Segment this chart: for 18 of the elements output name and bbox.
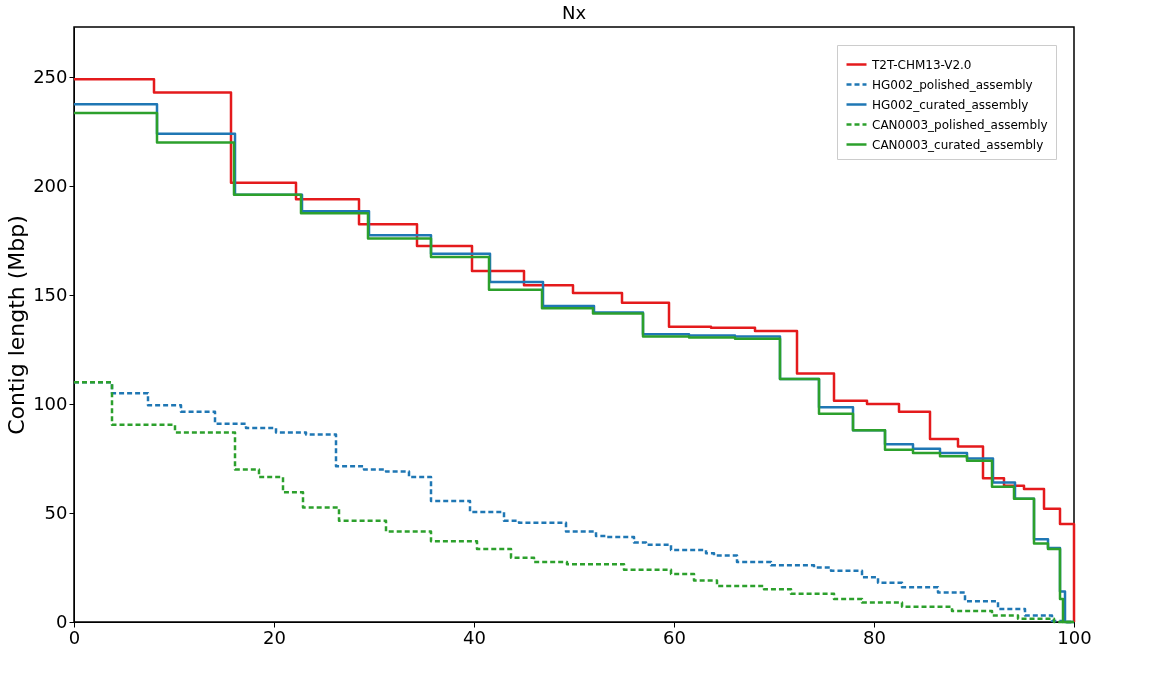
x-tick-label: 80 xyxy=(863,626,886,648)
y-tick-label: 50 xyxy=(44,501,68,523)
x-tick-label: 60 xyxy=(663,626,686,648)
legend-label: CAN0003_curated_assembly xyxy=(872,137,1044,152)
x-tick-label: 20 xyxy=(263,626,286,648)
chart-title: Nx xyxy=(561,2,587,23)
y-tick-label: 150 xyxy=(33,283,68,305)
x-tick-label: 40 xyxy=(463,626,486,648)
legend-label: HG002_curated_assembly xyxy=(872,97,1029,112)
y-axis-title: Contig length (Mbp) xyxy=(4,215,30,435)
legend-label: CAN0003_polished_assembly xyxy=(872,117,1048,132)
y-tick-label: 0 xyxy=(56,610,68,632)
x-tick-label: 100 xyxy=(1057,626,1092,648)
legend-label: T2T-CHM13-V2.0 xyxy=(871,57,972,72)
y-tick-label: 250 xyxy=(33,65,68,87)
y-tick-label: 200 xyxy=(33,174,68,196)
legend-label: HG002_polished_assembly xyxy=(872,77,1033,92)
y-tick-label: 100 xyxy=(33,392,68,414)
